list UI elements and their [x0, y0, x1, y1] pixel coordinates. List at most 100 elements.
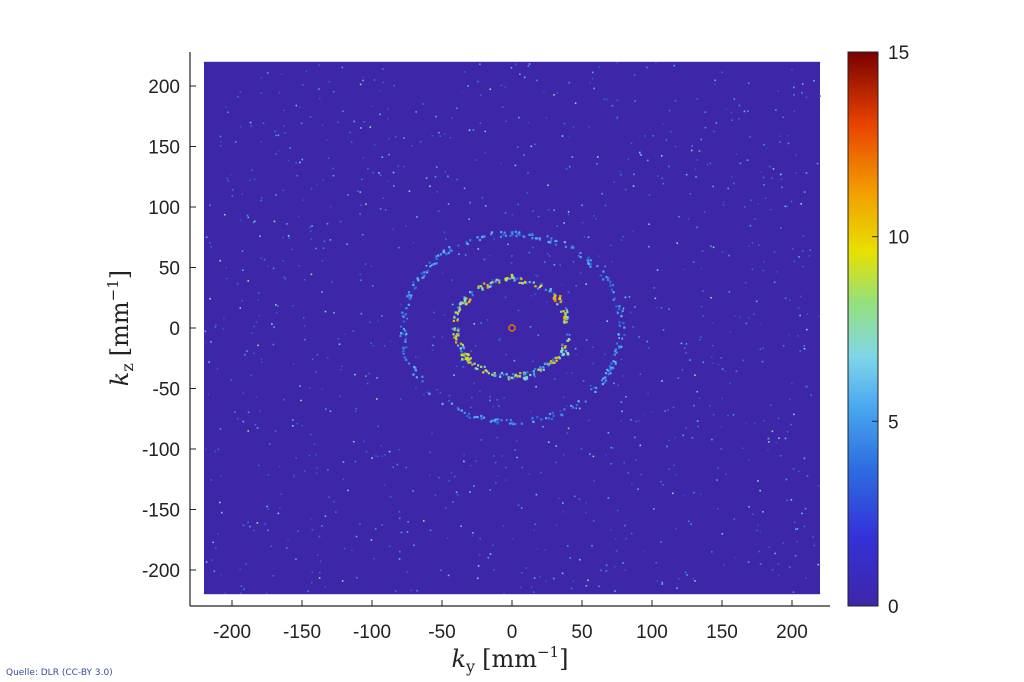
speckle — [759, 531, 762, 534]
speckle — [700, 267, 703, 270]
speckle — [397, 165, 400, 167]
speckle — [604, 265, 606, 268]
ring-point — [564, 307, 568, 310]
speckle — [647, 346, 650, 349]
speckle — [795, 528, 797, 531]
speckle — [709, 162, 712, 165]
speckle — [592, 386, 595, 389]
speckle — [319, 560, 322, 563]
speckle — [714, 79, 716, 82]
speckle — [321, 259, 324, 262]
speckle — [805, 577, 807, 579]
ring-point — [570, 246, 573, 249]
speckle — [448, 394, 451, 397]
speckle — [810, 394, 812, 396]
speckle — [543, 90, 545, 93]
speckle — [252, 352, 255, 355]
speckle — [532, 210, 534, 213]
speckle — [352, 440, 355, 443]
ring-point — [566, 316, 570, 319]
ring-point — [471, 294, 474, 297]
ring-point — [532, 420, 535, 423]
speckle — [552, 577, 555, 580]
ring-point — [587, 259, 590, 262]
speckle — [477, 248, 480, 250]
speckle — [759, 489, 761, 492]
ring-point — [455, 333, 459, 336]
ring-point — [512, 372, 515, 376]
speckle — [211, 559, 214, 561]
speckle — [676, 587, 678, 590]
speckle — [733, 182, 735, 185]
ring-point — [529, 373, 532, 377]
speckle — [471, 535, 474, 537]
speckle — [808, 255, 810, 257]
speckle — [758, 550, 760, 553]
speckle — [763, 261, 765, 263]
speckle — [275, 194, 277, 196]
speckle — [793, 260, 796, 263]
speckle — [381, 455, 383, 457]
speckle — [545, 301, 548, 304]
speckle — [764, 197, 767, 200]
speckle — [792, 468, 795, 470]
ring-point — [499, 375, 502, 378]
speckle — [329, 410, 332, 413]
ring-point — [528, 233, 531, 236]
speckle — [588, 126, 590, 128]
ring-point — [448, 246, 451, 249]
speckle — [782, 116, 785, 119]
speckle — [744, 281, 747, 284]
speckle — [484, 130, 487, 133]
speckle — [247, 280, 250, 282]
speckle — [455, 107, 458, 110]
speckle — [617, 384, 620, 387]
speckle — [295, 558, 297, 561]
speckle — [766, 147, 768, 149]
speckle — [359, 83, 362, 86]
ring-point — [510, 231, 514, 234]
ring-point — [457, 310, 461, 313]
speckle — [483, 370, 486, 372]
ring-point — [617, 333, 620, 336]
speckle — [547, 441, 550, 443]
speckle — [405, 225, 407, 227]
speckle — [529, 325, 532, 328]
speckle — [392, 228, 394, 230]
speckle — [360, 178, 363, 181]
speckle — [610, 446, 613, 449]
speckle — [314, 371, 317, 374]
speckle — [556, 92, 559, 94]
speckle — [507, 243, 509, 246]
speckle — [575, 407, 578, 410]
speckle — [720, 357, 723, 359]
speckle — [794, 554, 797, 557]
ring-point — [460, 409, 463, 412]
speckle — [379, 208, 382, 210]
ring-point — [565, 321, 568, 324]
speckle — [441, 272, 444, 275]
speckle — [517, 203, 520, 206]
ring-point — [623, 333, 626, 336]
ring-point — [508, 277, 511, 280]
speckle — [763, 143, 765, 146]
speckle — [797, 335, 799, 337]
speckle — [496, 398, 499, 401]
speckle — [500, 84, 503, 87]
speckle — [603, 381, 606, 384]
ring-point — [514, 373, 518, 376]
speckle — [246, 214, 249, 217]
speckle — [706, 163, 709, 166]
speckle — [605, 454, 608, 456]
speckle — [440, 569, 442, 572]
speckle — [803, 525, 806, 528]
speckle — [644, 135, 646, 137]
speckle — [322, 179, 325, 182]
ring-point — [579, 256, 582, 259]
ring-point — [491, 281, 494, 284]
speckle — [504, 86, 507, 88]
speckle — [308, 387, 311, 389]
speckle — [341, 365, 343, 368]
speckle — [698, 150, 701, 152]
ring-point — [423, 271, 426, 274]
